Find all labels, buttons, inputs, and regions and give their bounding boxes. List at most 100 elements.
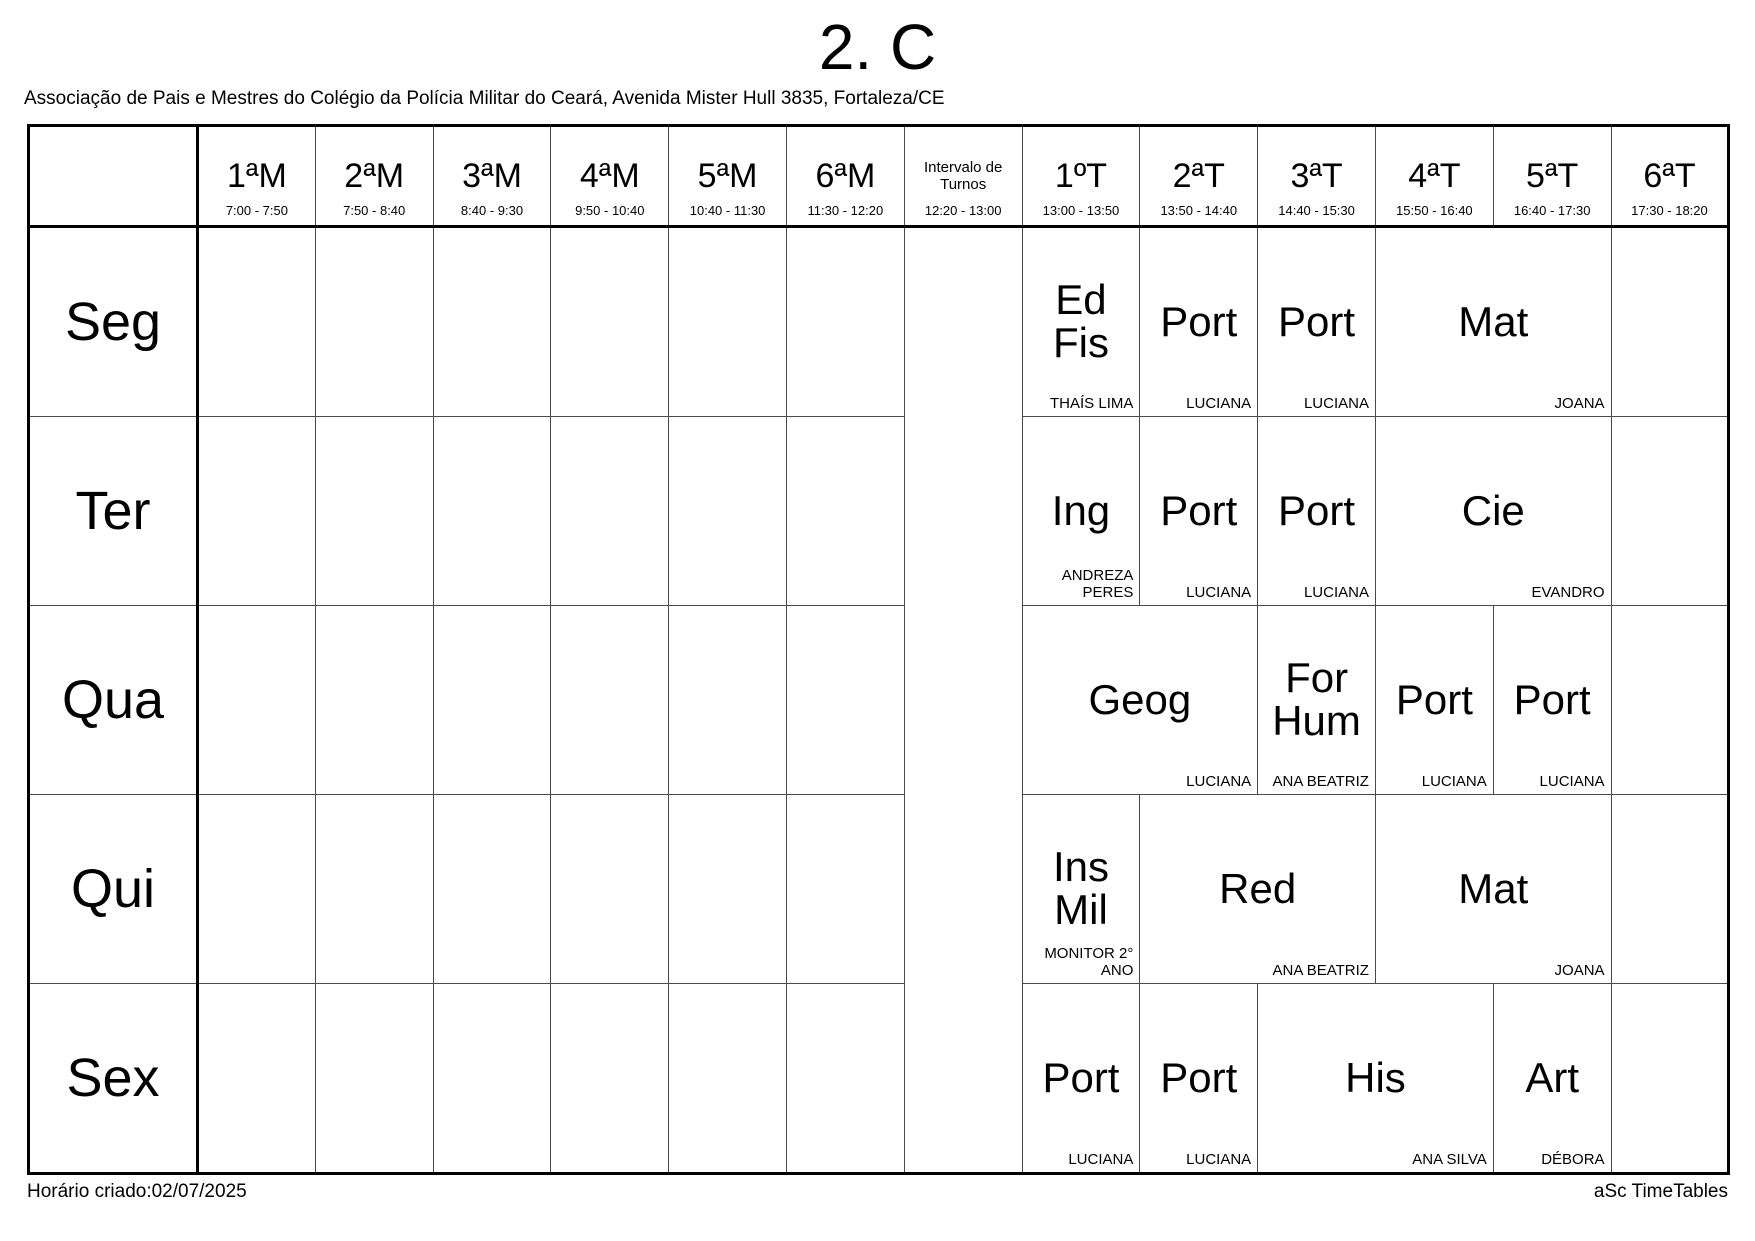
teacher-label: LUCIANA [1539, 772, 1605, 790]
subject-label: Mat [1458, 864, 1529, 912]
asc-timetables-label: aSc TimeTables [1593, 1181, 1728, 1202]
day-label-seg: Seg [28, 226, 199, 417]
period-name: 5ªT [1526, 156, 1579, 195]
empty-cell [197, 794, 316, 984]
subject-label: Port [1160, 297, 1238, 345]
period-name: 4ªT [1408, 156, 1461, 195]
empty-cell [197, 605, 316, 795]
row-seg: Seg Ed Fis THAÍS LIMA Port LUCIANA Port … [28, 226, 1730, 1174]
lesson-cell: Port LUCIANA [1139, 416, 1259, 606]
day-label-sex: Sex [28, 983, 199, 1174]
created-date-label: Horário criado:02/07/2025 [27, 1181, 247, 1202]
period-header-4t: 4ªT 15:50 - 16:40 [1374, 125, 1494, 228]
lesson-cell: Geog LUCIANA [1021, 605, 1259, 795]
empty-cell [1610, 983, 1730, 1174]
empty-cell [432, 416, 552, 606]
period-name: 2ªM [344, 156, 405, 195]
empty-cell [1610, 226, 1730, 417]
lesson-cell: Port LUCIANA [1257, 226, 1376, 417]
teacher-label: ANA BEATRIZ [1272, 772, 1369, 790]
teacher-label: LUCIANA [1303, 394, 1369, 412]
empty-cell [785, 226, 905, 417]
period-name: 1ºT [1054, 156, 1108, 195]
empty-cell [432, 794, 552, 984]
empty-cell [668, 226, 787, 417]
subject-label: Port [1042, 1053, 1120, 1101]
period-header-2t: 2ªT 13:50 - 14:40 [1139, 125, 1259, 228]
empty-cell [432, 983, 552, 1174]
empty-cell [785, 605, 905, 795]
period-header-5m: 5ªM 10:40 - 11:30 [668, 125, 787, 228]
period-header-3m: 3ªM 8:40 - 9:30 [432, 125, 552, 228]
subject-label: Port [1278, 297, 1356, 345]
period-header-6m: 6ªM 11:30 - 12:20 [785, 125, 905, 228]
subject-label: His [1345, 1053, 1406, 1101]
teacher-label: DÉBORA [1541, 1150, 1605, 1168]
period-header-5t: 5ªT 16:40 - 17:30 [1492, 125, 1612, 228]
empty-cell [668, 605, 787, 795]
period-name: 2ªT [1172, 156, 1225, 195]
teacher-label: LUCIANA [1186, 772, 1252, 790]
period-time: 9:50 - 10:40 [575, 203, 645, 218]
lesson-cell: Red ANA BEATRIZ [1139, 794, 1376, 984]
lesson-cell: Art DÉBORA [1492, 983, 1612, 1174]
lesson-cell: Ins Mil MONITOR 2° ANO [1021, 794, 1141, 984]
teacher-label: ANA BEATRIZ [1272, 961, 1369, 979]
teacher-label: LUCIANA [1068, 1150, 1134, 1168]
empty-cell [550, 416, 670, 606]
lesson-cell: For Hum ANA BEATRIZ [1257, 605, 1376, 795]
empty-cell [785, 794, 905, 984]
teacher-label: JOANA [1554, 394, 1605, 412]
subject-label: Ins Mil [1052, 843, 1109, 933]
period-name: 1ªM [226, 156, 287, 195]
empty-cell [1610, 605, 1730, 795]
subject-label: Art [1525, 1053, 1579, 1101]
lesson-cell: Port LUCIANA [1021, 983, 1141, 1174]
lesson-cell: Port LUCIANA [1139, 226, 1259, 417]
period-header-2m: 2ªM 7:50 - 8:40 [314, 125, 434, 228]
lesson-cell: Ing ANDREZA PERES [1021, 416, 1141, 606]
period-time: 7:00 - 7:50 [225, 203, 288, 218]
subject-label: Ed Fis [1052, 276, 1109, 366]
subject-label: Port [1160, 486, 1238, 534]
teacher-label: LUCIANA [1186, 394, 1252, 412]
period-time: 13:50 - 14:40 [1160, 203, 1238, 218]
empty-cell [668, 416, 787, 606]
subject-label: Mat [1458, 297, 1529, 345]
period-time: 8:40 - 9:30 [460, 203, 524, 218]
empty-cell [550, 983, 670, 1174]
lesson-cell: Mat JOANA [1374, 794, 1612, 984]
teacher-label: EVANDRO [1531, 583, 1605, 601]
empty-cell [550, 794, 670, 984]
lesson-cell: His ANA SILVA [1257, 983, 1494, 1174]
row-ter: Ter Ing ANDREZA PERES Port LUCIANA Port … [28, 416, 1730, 606]
period-time: 7:50 - 8:40 [343, 203, 406, 218]
teacher-label: THAÍS LIMA [1050, 394, 1134, 412]
period-header-3t: 3ªT 14:40 - 15:30 [1257, 125, 1376, 228]
subject-label: Port [1160, 1053, 1238, 1101]
period-name: Intervalo de Turnos [923, 159, 1003, 193]
row-sex: Sex Port LUCIANA Port LUCIANA His ANA SI… [28, 983, 1730, 1174]
teacher-label: ANDREZA PERES [1061, 566, 1134, 601]
period-name: 4ªM [579, 156, 640, 195]
period-name: 3ªT [1290, 156, 1343, 195]
subject-label: Port [1395, 675, 1473, 723]
empty-cell [785, 983, 905, 1174]
teacher-label: ANA SILVA [1412, 1150, 1487, 1168]
empty-cell [197, 416, 316, 606]
period-name: 3ªM [462, 156, 522, 195]
period-header-intervalo: Intervalo de Turnos 12:20 - 13:00 [903, 125, 1023, 228]
period-name: 5ªM [697, 156, 758, 195]
subject-label: For Hum [1272, 654, 1361, 744]
empty-cell [314, 605, 434, 795]
period-time: 15:50 - 16:40 [1396, 203, 1473, 218]
empty-cell [432, 226, 552, 417]
page-title: 2. C [818, 11, 937, 83]
period-time: 13:00 - 13:50 [1042, 203, 1120, 218]
period-header-4m: 4ªM 9:50 - 10:40 [550, 125, 670, 228]
lesson-cell: Port LUCIANA [1139, 983, 1259, 1174]
empty-cell [314, 794, 434, 984]
empty-cell [1610, 794, 1730, 984]
school-subtitle: Associação de Pais e Mestres do Colégio … [24, 88, 945, 109]
